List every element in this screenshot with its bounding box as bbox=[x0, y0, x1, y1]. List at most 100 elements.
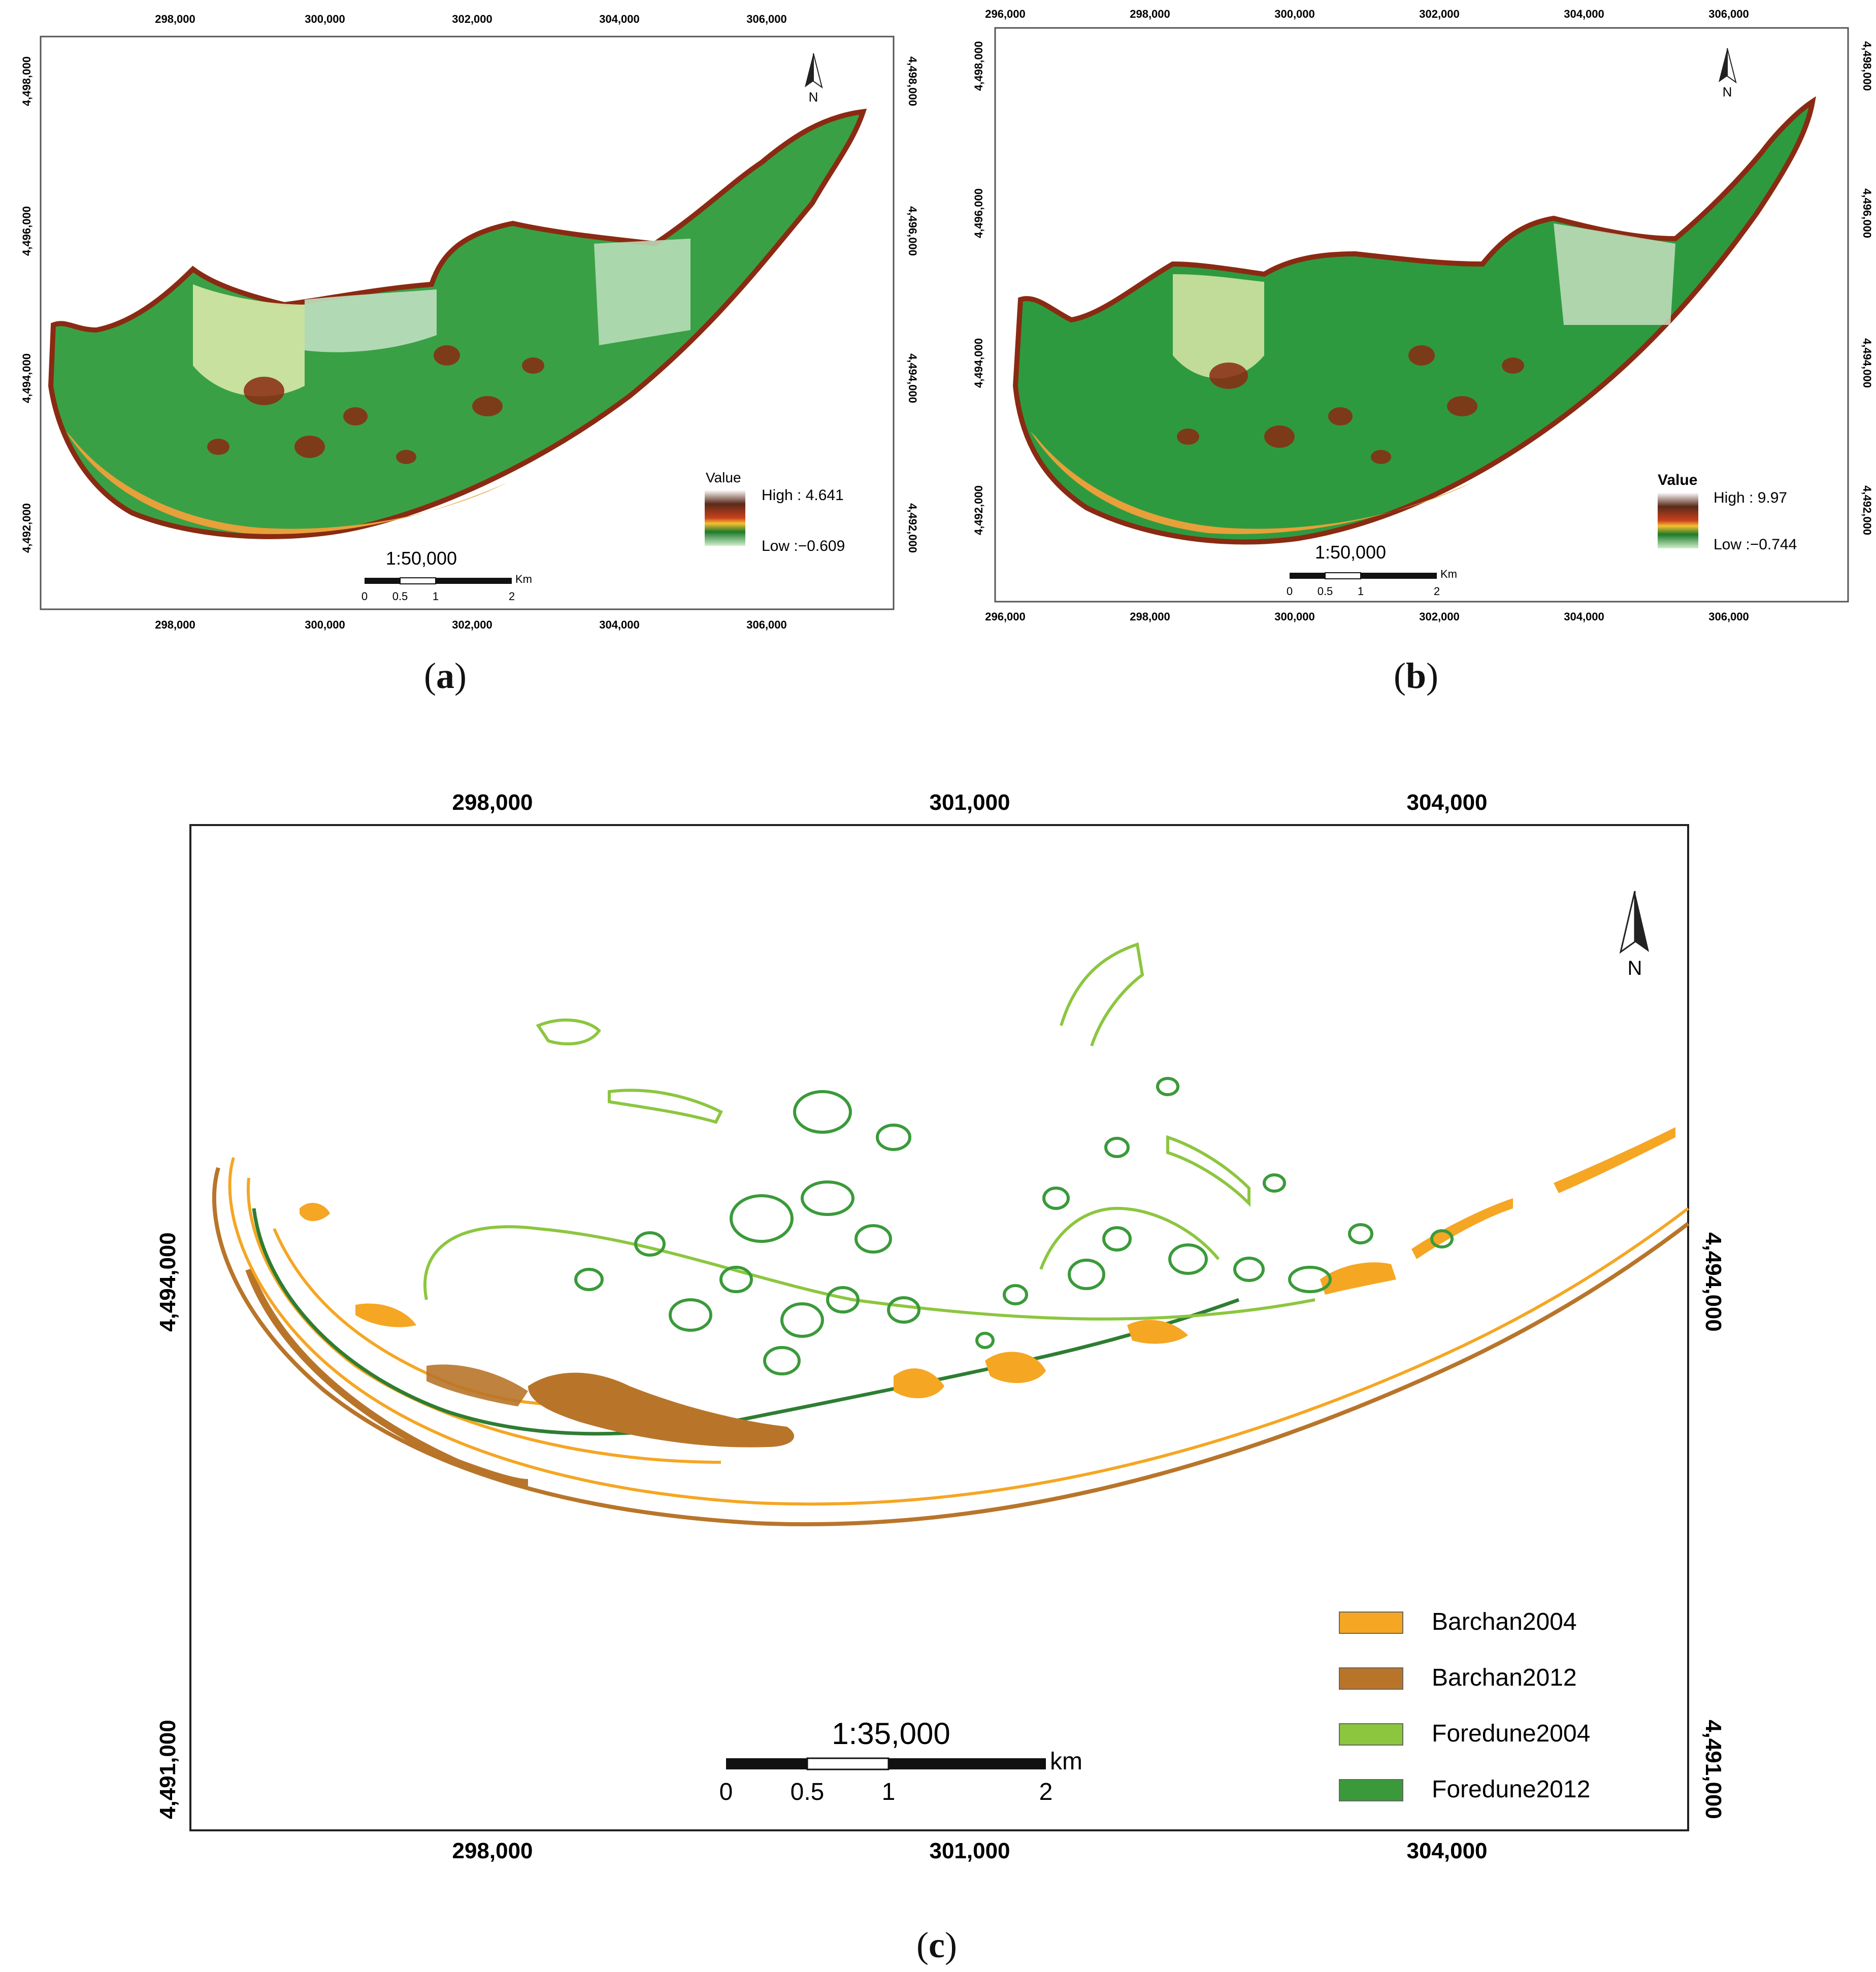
x-tick: 302,000 bbox=[452, 13, 492, 25]
legend-label: Foredune2012 bbox=[1432, 1776, 1590, 1803]
north-arrow-icon: N bbox=[805, 53, 823, 105]
y-tick: 4,498,000 bbox=[20, 56, 33, 106]
scale-unit: km bbox=[1050, 1748, 1082, 1775]
x-tick: 304,000 bbox=[599, 13, 640, 25]
legend-low: Low :−0.744 bbox=[1714, 536, 1797, 553]
y-axis-ticks: 4,498,000 4,496,000 4,494,000 4,492,000 … bbox=[20, 56, 919, 553]
y-tick: 4,492,000 bbox=[20, 503, 33, 553]
x-tick: 304,000 bbox=[1564, 610, 1604, 623]
x-tick: 302,000 bbox=[452, 618, 492, 631]
y-tick: 4,496,000 bbox=[972, 188, 985, 238]
x-tick: 300,000 bbox=[305, 13, 345, 25]
scale-label: 0.5 bbox=[791, 1779, 825, 1805]
scale-bar: 1:50,000 Km 0 0.5 1 2 bbox=[1287, 542, 1457, 598]
barchan-2012-area bbox=[426, 1364, 528, 1406]
x-tick: 300,000 bbox=[1274, 610, 1315, 623]
barchan-2004-patches bbox=[300, 1127, 1675, 1398]
caption-b: (b) bbox=[1394, 655, 1439, 696]
panel-c: N Barchan2004 Barchan2012 Foredune2004 F… bbox=[142, 762, 1876, 1919]
x-tick: 301,000 bbox=[929, 1838, 1010, 1863]
scale-label: 1 bbox=[433, 590, 439, 603]
legend-high: High : 9.97 bbox=[1714, 489, 1787, 506]
scale-label: 0.5 bbox=[1318, 585, 1333, 598]
x-tick: 298,000 bbox=[155, 13, 195, 25]
scale-bar: 1:35,000 km 0 0.5 1 2 bbox=[719, 1717, 1082, 1805]
y-tick: 4,492,000 bbox=[906, 503, 919, 553]
x-tick: 296,000 bbox=[985, 8, 1026, 20]
legend-low: Low :−0.609 bbox=[762, 538, 845, 554]
legend-label: Barchan2012 bbox=[1432, 1664, 1577, 1691]
x-tick: 306,000 bbox=[1708, 610, 1749, 623]
pale-zone bbox=[1554, 223, 1675, 325]
north-label: N bbox=[1723, 84, 1732, 100]
pale-zone bbox=[305, 289, 437, 352]
y-tick: 4,494,000 bbox=[20, 353, 33, 403]
scale-label: 1 bbox=[1358, 585, 1364, 598]
panel-a: N Value High : 4.641 Low :−0.609 1:50,00… bbox=[0, 0, 924, 635]
scale-label: 2 bbox=[1039, 1779, 1053, 1805]
scale-label: 1 bbox=[882, 1779, 896, 1805]
x-tick: 306,000 bbox=[746, 13, 787, 25]
north-arrow-icon: N bbox=[1619, 891, 1649, 979]
scale-label: 2 bbox=[1434, 585, 1440, 598]
legend-title: Value bbox=[706, 470, 741, 485]
y-tick: 4,498,000 bbox=[972, 41, 985, 91]
y-axis-ticks: 4,498,000 4,496,000 4,494,000 4,492,000 … bbox=[972, 41, 1873, 535]
scale-label: 0 bbox=[1287, 585, 1293, 598]
north-label: N bbox=[1628, 957, 1642, 979]
scale-ratio: 1:50,000 bbox=[386, 548, 457, 569]
coastal-area bbox=[48, 109, 867, 539]
scale-label: 0.5 bbox=[392, 590, 408, 603]
foredune-2012-loops bbox=[574, 1077, 1454, 1375]
caption-a: (a) bbox=[424, 655, 467, 696]
x-tick: 298,000 bbox=[1130, 8, 1170, 20]
scale-ratio: 1:35,000 bbox=[832, 1717, 950, 1751]
y-tick: 4,496,000 bbox=[906, 206, 919, 256]
y-tick: 4,496,000 bbox=[1861, 188, 1873, 238]
y-tick: 4,494,000 bbox=[1861, 338, 1873, 388]
scale-unit: Km bbox=[1440, 568, 1457, 580]
x-tick: 304,000 bbox=[599, 618, 640, 631]
x-tick: 298,000 bbox=[155, 618, 195, 631]
pale-zone bbox=[1173, 274, 1264, 378]
legend-title: Value bbox=[1658, 472, 1697, 488]
x-tick: 296,000 bbox=[985, 610, 1026, 623]
x-tick: 298,000 bbox=[452, 790, 533, 815]
panel-b: N Value High : 9.97 Low :−0.744 1:50,000… bbox=[955, 0, 1876, 635]
foredune-2004-outlines bbox=[423, 942, 1315, 1321]
y-tick: 4,496,000 bbox=[20, 206, 33, 256]
legend-swatch-barchan2004 bbox=[1339, 1612, 1403, 1634]
y-tick: 4,498,000 bbox=[1861, 41, 1873, 91]
scale-label: 2 bbox=[509, 590, 515, 603]
x-tick: 306,000 bbox=[1708, 8, 1749, 20]
panel-a-map: N Value High : 4.641 Low :−0.609 1:50,00… bbox=[20, 13, 919, 631]
vegetation-patches bbox=[1177, 345, 1524, 464]
legend-label: Barchan2004 bbox=[1432, 1608, 1577, 1635]
panel-b-map: N Value High : 9.97 Low :−0.744 1:50,000… bbox=[972, 8, 1873, 623]
scale-ratio: 1:50,000 bbox=[1315, 542, 1386, 563]
x-tick: 304,000 bbox=[1406, 790, 1487, 815]
legend-swatch-foredune2012 bbox=[1339, 1779, 1403, 1801]
coastal-area bbox=[1012, 96, 1816, 545]
north-arrow-icon: N bbox=[1719, 48, 1737, 100]
y-tick: 4,494,000 bbox=[906, 353, 919, 403]
panel-c-map: N Barchan2004 Barchan2012 Foredune2004 F… bbox=[155, 790, 1726, 1863]
y-tick: 4,491,000 bbox=[1701, 1720, 1726, 1819]
x-tick: 298,000 bbox=[452, 1838, 533, 1863]
x-axis-ticks: 298,000 300,000 302,000 304,000 306,000 … bbox=[155, 13, 787, 631]
x-tick: 304,000 bbox=[1564, 8, 1604, 20]
scale-unit: Km bbox=[515, 573, 532, 585]
pale-zone bbox=[594, 239, 690, 345]
y-tick: 4,498,000 bbox=[906, 56, 919, 106]
barchan-2012-area bbox=[528, 1372, 795, 1448]
x-tick: 300,000 bbox=[1274, 8, 1315, 20]
legend-label: Foredune2004 bbox=[1432, 1720, 1590, 1747]
scale-label: 0 bbox=[361, 590, 368, 603]
x-tick: 298,000 bbox=[1130, 610, 1170, 623]
y-tick: 4,494,000 bbox=[155, 1232, 180, 1332]
y-tick: 4,492,000 bbox=[1861, 485, 1873, 535]
y-tick: 4,492,000 bbox=[972, 485, 985, 535]
x-tick: 304,000 bbox=[1406, 1838, 1487, 1863]
y-axis-ticks: 4,494,000 4,491,000 4,494,000 4,491,000 bbox=[155, 1232, 1726, 1819]
scale-label: 0 bbox=[719, 1779, 733, 1805]
